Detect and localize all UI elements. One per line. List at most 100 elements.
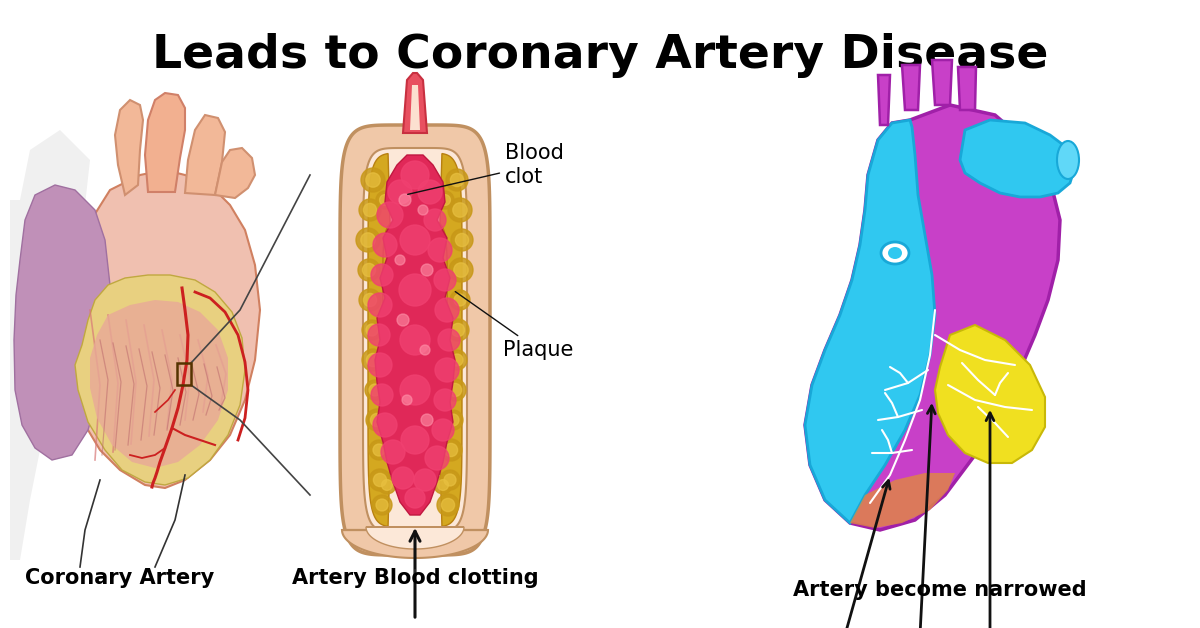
Text: Blood
clot: Blood clot [408, 143, 564, 195]
Polygon shape [403, 73, 427, 133]
Circle shape [362, 349, 384, 371]
Circle shape [440, 470, 460, 490]
Circle shape [437, 494, 458, 516]
Circle shape [454, 263, 468, 277]
Circle shape [444, 474, 456, 486]
Circle shape [359, 199, 382, 221]
Circle shape [450, 290, 470, 310]
Circle shape [424, 209, 446, 231]
Circle shape [362, 263, 376, 276]
Circle shape [364, 293, 377, 306]
Text: Artery become narrowed: Artery become narrowed [793, 580, 1087, 600]
Polygon shape [805, 120, 935, 523]
Circle shape [370, 384, 382, 396]
Circle shape [382, 480, 392, 490]
Polygon shape [10, 130, 90, 560]
Polygon shape [145, 93, 185, 192]
Circle shape [373, 413, 397, 437]
Circle shape [401, 426, 430, 454]
Circle shape [446, 350, 467, 370]
Circle shape [382, 440, 406, 464]
Circle shape [366, 173, 380, 187]
Circle shape [362, 320, 382, 340]
Polygon shape [410, 85, 420, 130]
Circle shape [402, 395, 412, 405]
Circle shape [373, 474, 386, 487]
Circle shape [371, 413, 384, 426]
Circle shape [438, 329, 460, 351]
Polygon shape [960, 120, 1075, 197]
Circle shape [434, 389, 456, 411]
Circle shape [421, 264, 433, 276]
Polygon shape [65, 170, 260, 488]
Circle shape [446, 414, 458, 426]
Circle shape [436, 358, 458, 382]
Circle shape [373, 444, 385, 456]
Polygon shape [433, 154, 462, 526]
Circle shape [456, 234, 469, 247]
Polygon shape [805, 105, 1060, 530]
Circle shape [446, 319, 469, 341]
Polygon shape [850, 473, 955, 528]
Circle shape [373, 233, 397, 257]
Circle shape [432, 419, 454, 441]
Polygon shape [340, 125, 490, 555]
Circle shape [425, 446, 449, 470]
Circle shape [434, 476, 452, 494]
Circle shape [361, 233, 376, 247]
Circle shape [418, 180, 442, 204]
Text: Leads to Coronary Artery Disease: Leads to Coronary Artery Disease [152, 33, 1048, 77]
Circle shape [371, 384, 394, 406]
Circle shape [451, 354, 463, 366]
Circle shape [446, 169, 468, 191]
Circle shape [414, 469, 436, 491]
Circle shape [388, 180, 412, 204]
Circle shape [401, 161, 430, 189]
Circle shape [450, 173, 463, 187]
Circle shape [397, 314, 409, 326]
Polygon shape [364, 148, 467, 532]
Circle shape [439, 195, 450, 205]
Polygon shape [366, 527, 464, 549]
Polygon shape [215, 148, 256, 198]
Circle shape [372, 495, 392, 515]
Circle shape [364, 203, 377, 217]
Polygon shape [14, 185, 110, 460]
Circle shape [452, 203, 467, 217]
Circle shape [428, 238, 452, 262]
Bar [178, 363, 191, 385]
Polygon shape [74, 275, 245, 485]
Circle shape [449, 384, 462, 397]
Circle shape [366, 354, 379, 367]
Circle shape [356, 228, 380, 252]
Polygon shape [90, 300, 228, 468]
Polygon shape [185, 115, 226, 195]
Circle shape [421, 414, 433, 426]
Circle shape [379, 195, 390, 205]
Circle shape [440, 439, 462, 461]
Circle shape [436, 298, 458, 322]
Circle shape [368, 324, 390, 346]
Circle shape [434, 269, 456, 291]
Circle shape [418, 205, 428, 215]
Circle shape [366, 324, 378, 336]
Circle shape [359, 289, 382, 311]
Circle shape [368, 353, 392, 377]
Circle shape [400, 325, 430, 355]
Circle shape [398, 274, 431, 306]
Circle shape [365, 380, 385, 400]
Text: Plaque: Plaque [455, 291, 574, 360]
Circle shape [371, 264, 394, 286]
Polygon shape [932, 60, 952, 105]
Circle shape [366, 409, 388, 431]
Circle shape [392, 467, 414, 489]
Circle shape [358, 259, 380, 281]
Circle shape [395, 255, 406, 265]
Circle shape [398, 194, 410, 206]
Circle shape [376, 499, 388, 511]
Circle shape [400, 225, 430, 255]
Polygon shape [342, 530, 488, 558]
Text: Coronary Artery: Coronary Artery [25, 568, 215, 588]
Circle shape [377, 202, 403, 228]
Circle shape [368, 293, 392, 317]
